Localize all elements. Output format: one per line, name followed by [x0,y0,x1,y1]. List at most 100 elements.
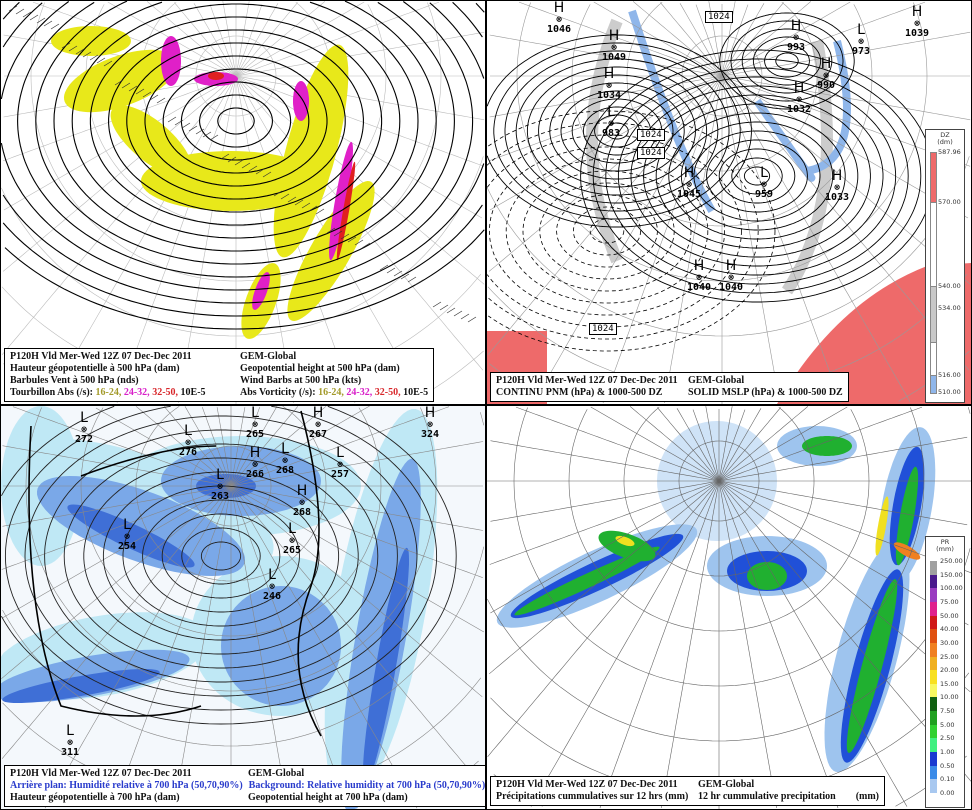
thickness-570-plus [777,263,971,404]
center-type: L [760,165,768,181]
high-center: H ⊗ 1032 [787,81,811,115]
wind-barb [89,54,99,61]
contour [2,1,483,317]
center-type: L [216,467,224,483]
legend-title: PR [940,538,950,546]
legend-tick-label: 25.00 [940,652,959,661]
legend-color-swatch [930,588,937,602]
contour [556,194,658,268]
vorticity-24-32 [161,36,181,86]
center-type: H [683,165,695,181]
meridian [692,409,720,482]
legend-tick-label: 540.00 [938,282,961,291]
legend-tick-label: 15.00 [940,679,959,688]
meridian [209,4,237,77]
latitude-circle [678,440,760,522]
legend-tick-label: 50.00 [940,611,959,620]
meridian [593,1,723,77]
wind-barb [234,159,244,166]
contour [594,114,640,148]
contour [504,50,730,212]
wind-barb [301,202,311,209]
wind-barb [96,57,106,64]
legend-color-swatch [930,629,937,643]
vorticity-16-24 [273,44,349,258]
meridian [721,75,780,404]
legend-unit: (mm) [936,545,954,553]
contour [71,3,401,239]
center-value: 1033 [825,192,850,203]
wind-barb [287,196,297,203]
legend-tick-label: 0.00 [940,789,955,797]
center-value: 266 [246,469,265,480]
center-marker-icon: ⊗ [696,273,702,283]
legend-tick-label: 534.00 [938,304,961,312]
rh-70 [221,586,341,706]
high-center: H ⊗ 1045 [677,166,701,200]
center-marker-icon: ⊗ [299,498,305,508]
legend-tick-label: 587.96 [938,148,961,156]
center-marker-icon: ⊗ [793,33,799,43]
meridian [695,4,723,77]
center-value: 1045 [677,189,702,200]
wind-barb [43,20,53,27]
center-type: H [603,66,615,82]
legend-tick-label: 75.00 [940,597,959,606]
meridian [721,4,749,77]
contour [655,103,859,249]
meridian [718,407,781,482]
high-center: H ⊗ 1040 [687,259,711,293]
center-value: 311 [61,747,80,758]
low-center: L ⊗ 265 [283,522,301,556]
contour [24,415,418,697]
latitude-circle [568,409,870,632]
center-marker-icon: ⊗ [834,183,840,193]
center-type: H [911,4,923,20]
model-label: GEM-Global [688,375,745,386]
latitude-circle [571,4,873,227]
wind-barb [22,11,32,18]
meridian [202,407,232,487]
wind-barb [75,48,85,55]
meridian [230,485,483,578]
wind-barb [8,5,18,12]
wind-barb [446,307,456,314]
meridian [489,480,720,565]
legend-tick-label: 250.00 [940,557,963,565]
precip-15-30 [615,535,635,547]
center-marker-icon: ⊗ [858,37,864,47]
meridian [2,445,232,487]
meridian [721,1,851,77]
high-center: H ⊗ 324 [421,406,439,440]
meridian [489,75,723,118]
center-marker-icon: ⊗ [269,582,275,592]
wind-barb [273,190,283,197]
contour [35,1,437,265]
high-center: H ⊗ 1046 [547,1,571,35]
contour [487,122,759,340]
contour [83,457,359,655]
low-center: L ⊗ 263 [211,468,229,502]
contour [630,85,884,267]
center-type: H [793,80,805,96]
wind-barb [29,14,39,21]
vorticity-24-32 [252,272,270,310]
low-center: L ⊗ 983 [602,105,620,139]
contour [102,471,340,641]
center-value: 276 [179,447,198,458]
wind-barb [241,162,251,169]
wind-barb [82,51,92,58]
contour [4,2,485,330]
wind-barb [453,310,463,317]
legend-tick-label: 510.00 [938,388,961,396]
latitude-circle [2,412,485,747]
center-value: 272 [75,434,94,445]
center-marker-icon: ⊗ [315,420,321,430]
thickness-legend: DZ (dm) 587.96 570.00 540.00 534.00 516.00 510… [925,129,965,403]
legend-tick-label: 2.50 [940,734,955,743]
center-marker-icon: ⊗ [686,180,692,190]
contour [592,58,922,294]
meridian [718,408,762,482]
center-type: H [831,168,843,184]
meridian [489,75,723,211]
